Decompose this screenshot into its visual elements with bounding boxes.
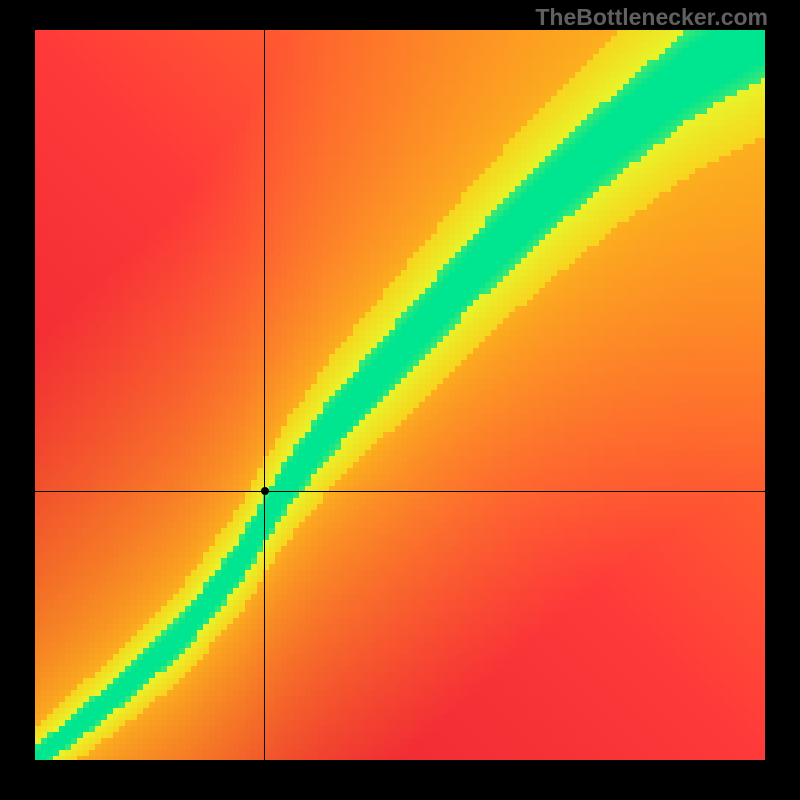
bottleneck-heatmap [35,30,765,760]
crosshair-horizontal [35,491,765,492]
crosshair-vertical [264,30,265,760]
chart-container: TheBottlenecker.com [0,0,800,800]
watermark-text: TheBottlenecker.com [535,4,768,31]
